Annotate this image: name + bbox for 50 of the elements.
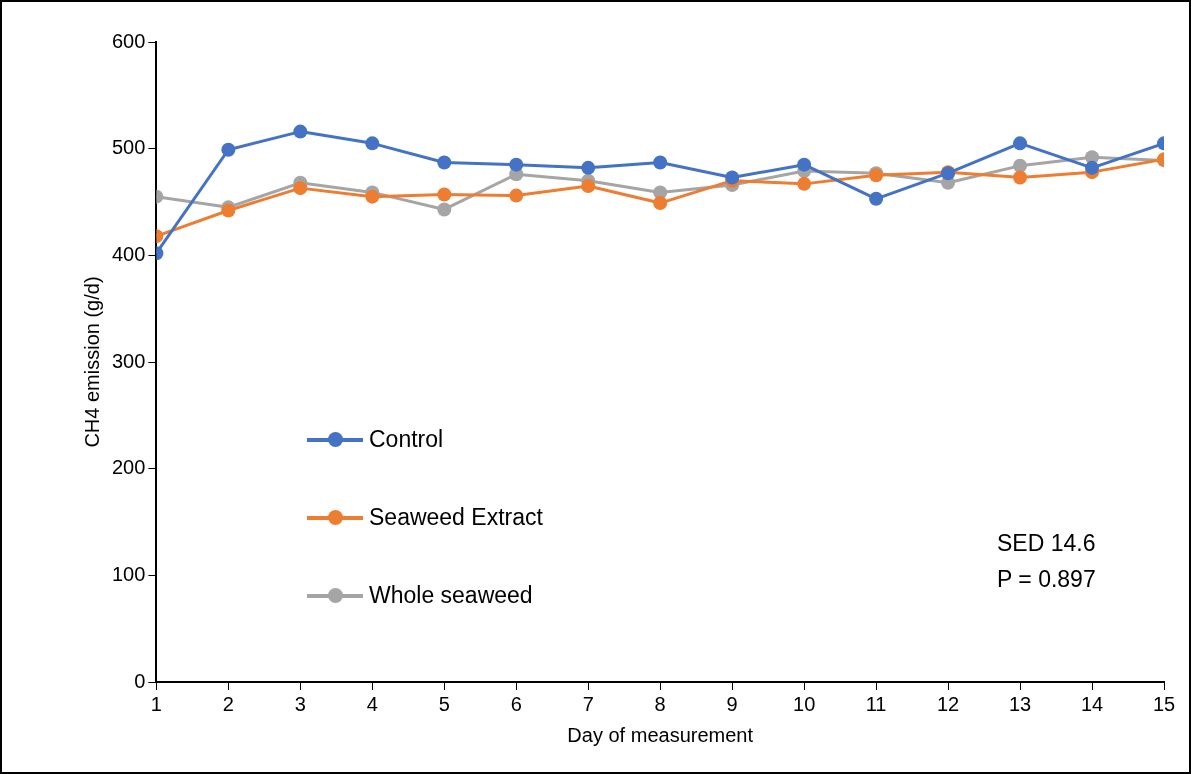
annotation: P = 0.897 (997, 566, 1096, 593)
x-tick-label: 7 (582, 692, 594, 715)
point (365, 136, 380, 151)
point (437, 155, 452, 170)
x-tick-label: 15 (1152, 692, 1176, 715)
x-tick-label: 10 (793, 692, 816, 715)
point (1013, 136, 1028, 151)
legend-label: Control (369, 426, 444, 453)
y-axis-title: CH4 emission (g/d) (80, 276, 103, 448)
x-tick-label: 9 (726, 692, 738, 715)
point (293, 181, 308, 196)
point (581, 160, 596, 175)
point (509, 188, 524, 203)
x-tick-label: 2 (222, 692, 234, 715)
x-tick-label: 13 (1008, 692, 1032, 715)
x-tick-label: 3 (294, 692, 306, 715)
point (1013, 170, 1028, 185)
x-tick-label: 14 (1080, 692, 1104, 715)
point (653, 155, 668, 170)
y-tick-label: 300 (111, 349, 146, 372)
point (797, 157, 812, 172)
point (437, 187, 452, 202)
point (797, 176, 812, 191)
x-axis-title: Day of measurement (567, 723, 754, 746)
point (221, 142, 236, 157)
point (293, 124, 308, 139)
x-tick-label: 4 (366, 692, 378, 715)
point (365, 189, 380, 204)
y-tick-label: 0 (134, 669, 146, 692)
point (509, 157, 524, 172)
legend-label: Whole seaweed (369, 582, 533, 609)
x-tick-label: 8 (654, 692, 666, 715)
annotation: SED 14.6 (997, 530, 1096, 557)
x-tick-label: 1 (150, 692, 162, 715)
x-tick-label: 5 (438, 692, 450, 715)
point (869, 191, 884, 206)
point (1085, 160, 1100, 175)
x-tick-label: 6 (510, 692, 522, 715)
point (1013, 158, 1028, 173)
point (581, 179, 596, 193)
y-tick-label: 100 (111, 562, 146, 585)
x-tick-label: 11 (865, 692, 887, 715)
y-tick-label: 600 (111, 29, 146, 52)
y-tick-label: 400 (111, 242, 146, 265)
legend-label: Seaweed Extract (369, 504, 543, 531)
y-tick-label: 200 (111, 456, 146, 479)
point (437, 202, 452, 217)
point (653, 196, 668, 211)
y-tick-label: 500 (111, 136, 146, 159)
x-tick-label: 12 (936, 692, 960, 715)
